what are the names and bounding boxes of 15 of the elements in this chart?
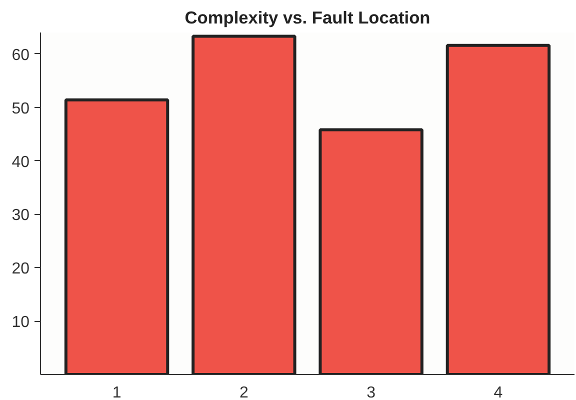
y-tick-label: 20 — [12, 260, 30, 278]
chart-title: Complexity vs. Fault Location — [184, 8, 430, 28]
y-tick-label: 40 — [12, 154, 30, 171]
bar — [192, 34, 296, 374]
x-tick-label: 2 — [239, 384, 248, 400]
bar — [64, 98, 170, 374]
bar — [446, 44, 551, 374]
y-tick-label: 30 — [12, 207, 30, 224]
x-tick-label: 3 — [366, 384, 376, 400]
y-tick-label: 10 — [12, 314, 30, 332]
x-tick-label: 4 — [494, 384, 503, 400]
y-tick-label: 50 — [12, 100, 30, 118]
y-tick-label: 60 — [12, 46, 30, 64]
bar — [318, 128, 424, 374]
x-tick-label: 1 — [112, 384, 122, 400]
